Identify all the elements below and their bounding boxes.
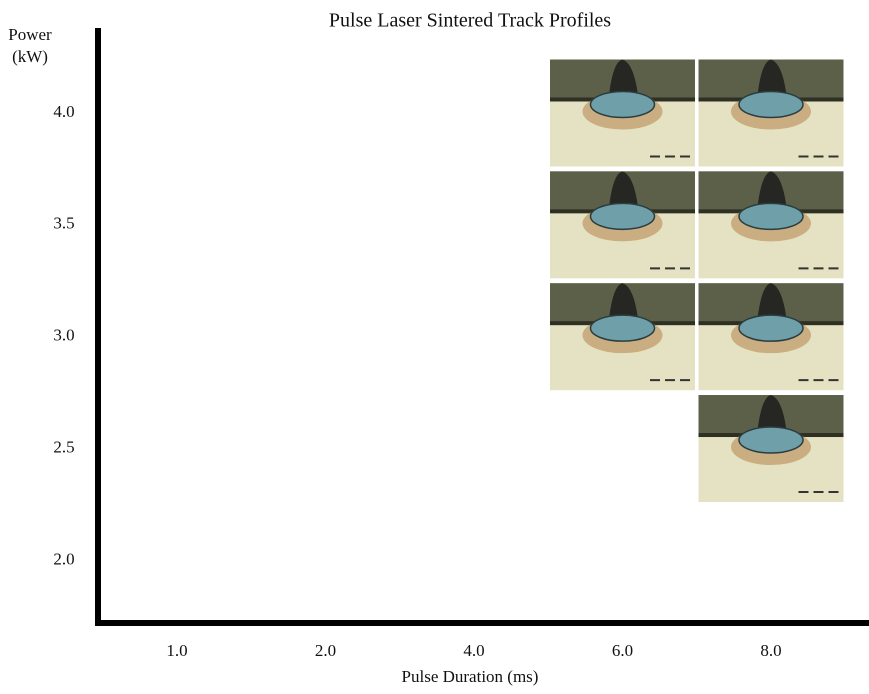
y-axis-label: Power xyxy=(8,25,52,44)
chart-title: Pulse Laser Sintered Track Profiles xyxy=(329,10,611,32)
y-tick-label: 2.0 xyxy=(53,549,74,568)
y-tick-label: 3.5 xyxy=(53,214,74,233)
image-track xyxy=(589,90,656,119)
image-track xyxy=(589,202,656,231)
y-axis-label: (kW) xyxy=(12,47,48,66)
image-plume xyxy=(757,283,787,324)
track-profile-image xyxy=(550,283,695,391)
image-plume xyxy=(757,395,787,436)
image-track xyxy=(738,90,804,119)
y-tick-label: 4.0 xyxy=(53,102,74,121)
image-plume xyxy=(757,171,787,212)
x-axis-label: Pulse Duration (ms) xyxy=(402,667,539,686)
track-profile-image xyxy=(698,171,844,279)
image-track xyxy=(589,314,656,342)
image-plume xyxy=(608,283,639,324)
x-tick-label: 6.0 xyxy=(612,641,633,660)
track-profile-image xyxy=(698,283,844,391)
image-plume xyxy=(757,59,787,100)
track-profile-image xyxy=(698,59,844,167)
x-tick-label: 8.0 xyxy=(760,641,781,660)
track-profile-image xyxy=(550,59,695,167)
image-track xyxy=(738,314,804,342)
image-track xyxy=(738,426,804,454)
x-tick-label: 2.0 xyxy=(315,641,336,660)
y-tick-label: 3.0 xyxy=(53,326,74,345)
x-tick-label: 4.0 xyxy=(463,641,484,660)
image-plume xyxy=(608,59,639,100)
track-profile-image xyxy=(698,395,844,503)
track-profile-image xyxy=(550,171,695,279)
image-track xyxy=(738,202,804,231)
image-plume xyxy=(608,171,639,212)
y-tick-label: 2.5 xyxy=(53,437,74,456)
x-tick-label: 1.0 xyxy=(166,641,187,660)
